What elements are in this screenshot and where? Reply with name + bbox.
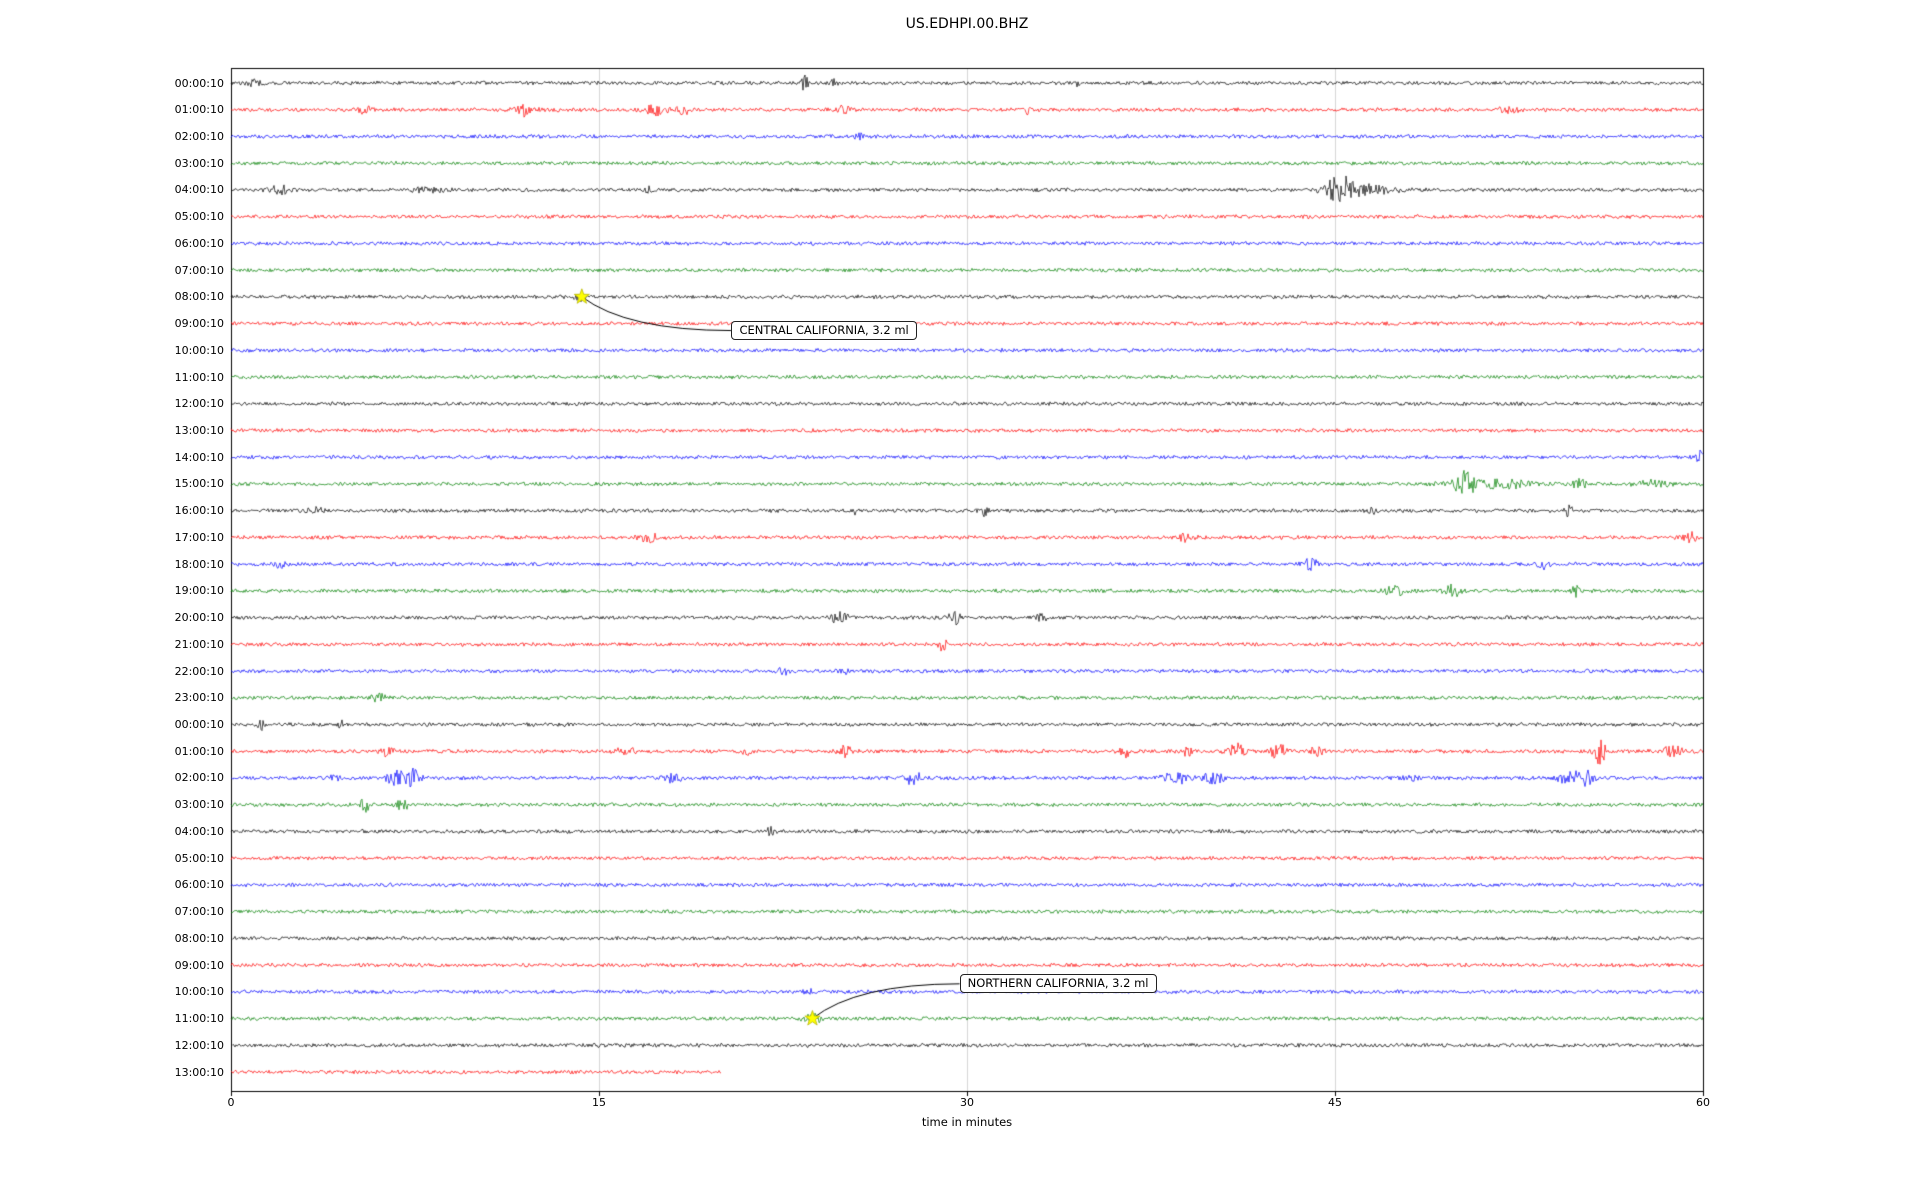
- row-time-label: 04:00:10: [174, 183, 224, 197]
- event-annotation-central-california: CENTRAL CALIFORNIA, 3.2 ml: [731, 321, 917, 341]
- row-time-label: 11:00:10: [174, 1012, 224, 1026]
- row-time-label: 08:00:10: [174, 290, 224, 304]
- row-time-label: 01:00:10: [174, 744, 224, 758]
- row-time-label: 17:00:10: [174, 530, 224, 544]
- row-time-label: 03:00:10: [174, 156, 224, 170]
- row-time-label: 13:00:10: [174, 423, 224, 437]
- row-time-label: 23:00:10: [174, 691, 224, 705]
- row-time-label: 00:00:10: [174, 718, 224, 732]
- row-time-label: 06:00:10: [174, 878, 224, 892]
- row-time-label: 00:00:10: [174, 76, 224, 90]
- row-time-label: 05:00:10: [174, 210, 224, 224]
- row-time-label: 14:00:10: [174, 450, 224, 464]
- row-time-label: 09:00:10: [174, 958, 224, 972]
- row-time-label: 02:00:10: [174, 771, 224, 785]
- row-time-label: 10:00:10: [174, 343, 224, 357]
- row-time-label: 16:00:10: [174, 504, 224, 518]
- row-time-label: 20:00:10: [174, 611, 224, 625]
- x-tick-label: 0: [227, 1096, 235, 1109]
- row-time-label: 05:00:10: [174, 851, 224, 865]
- x-axis-label: time in minutes: [921, 1115, 1013, 1129]
- row-time-label: 07:00:10: [174, 905, 224, 919]
- row-time-label: 03:00:10: [174, 798, 224, 812]
- x-tick-label: 30: [960, 1096, 974, 1109]
- x-tick-label: 60: [1696, 1096, 1710, 1109]
- row-time-label: 01:00:10: [174, 103, 224, 117]
- row-time-label: 10:00:10: [174, 985, 224, 999]
- row-time-label: 07:00:10: [174, 263, 224, 277]
- row-time-label: 19:00:10: [174, 584, 224, 598]
- row-time-label: 22:00:10: [174, 664, 224, 678]
- row-time-label: 06:00:10: [174, 236, 224, 250]
- x-tick-label: 45: [1328, 1096, 1342, 1109]
- x-tick-label: 15: [592, 1096, 606, 1109]
- event-annotation-northern-california: NORTHERN CALIFORNIA, 3.2 ml: [959, 974, 1157, 994]
- row-time-label: 18:00:10: [174, 557, 224, 571]
- row-time-label: 15:00:10: [174, 477, 224, 491]
- row-time-label: 21:00:10: [174, 637, 224, 651]
- row-time-label: 11:00:10: [174, 370, 224, 384]
- row-time-label: 12:00:10: [174, 1038, 224, 1052]
- row-time-label: 08:00:10: [174, 931, 224, 945]
- row-time-label: 04:00:10: [174, 824, 224, 838]
- chart-title: US.EDHPI.00.BHZ: [905, 16, 1029, 32]
- row-time-label: 13:00:10: [174, 1065, 224, 1079]
- row-time-label: 09:00:10: [174, 317, 224, 331]
- row-time-label: 12:00:10: [174, 397, 224, 411]
- row-time-label: 02:00:10: [174, 129, 224, 143]
